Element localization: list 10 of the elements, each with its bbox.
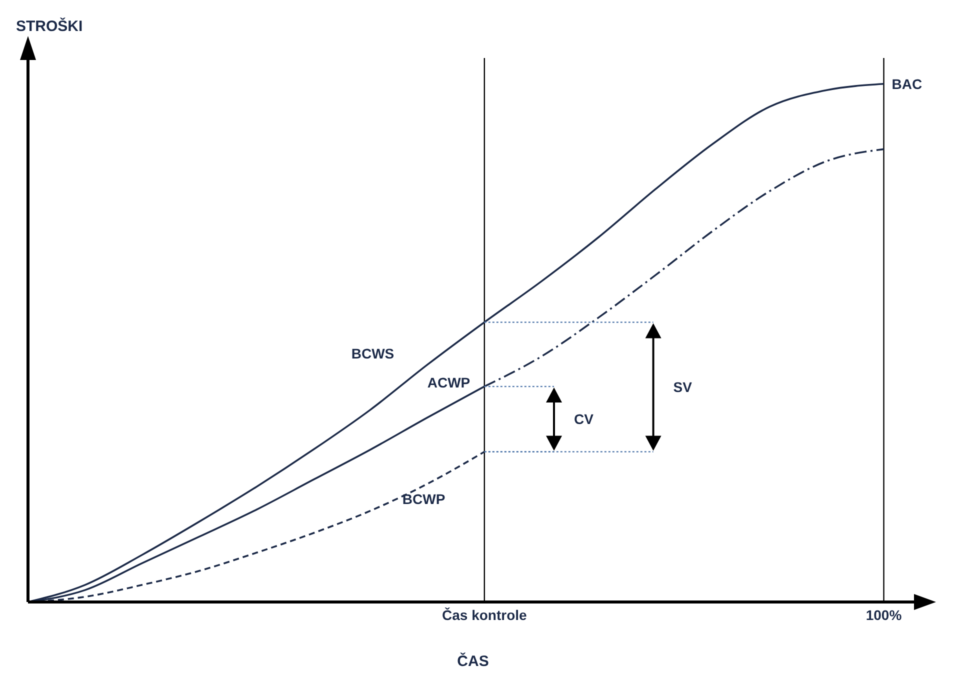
x-tick-label: 100% [866, 606, 902, 623]
annotation: BAC [892, 76, 922, 92]
x-tick-label: Čas kontrole [442, 606, 528, 623]
y-axis-title: STROŠKI [16, 17, 83, 35]
annotation: CV [574, 411, 594, 428]
series-label: BCWP [402, 490, 446, 507]
series-label: ACWP [427, 374, 470, 391]
annotation: SV [673, 378, 693, 395]
x-axis-title: ČAS [457, 652, 489, 670]
series-label: BCWS [351, 346, 394, 362]
